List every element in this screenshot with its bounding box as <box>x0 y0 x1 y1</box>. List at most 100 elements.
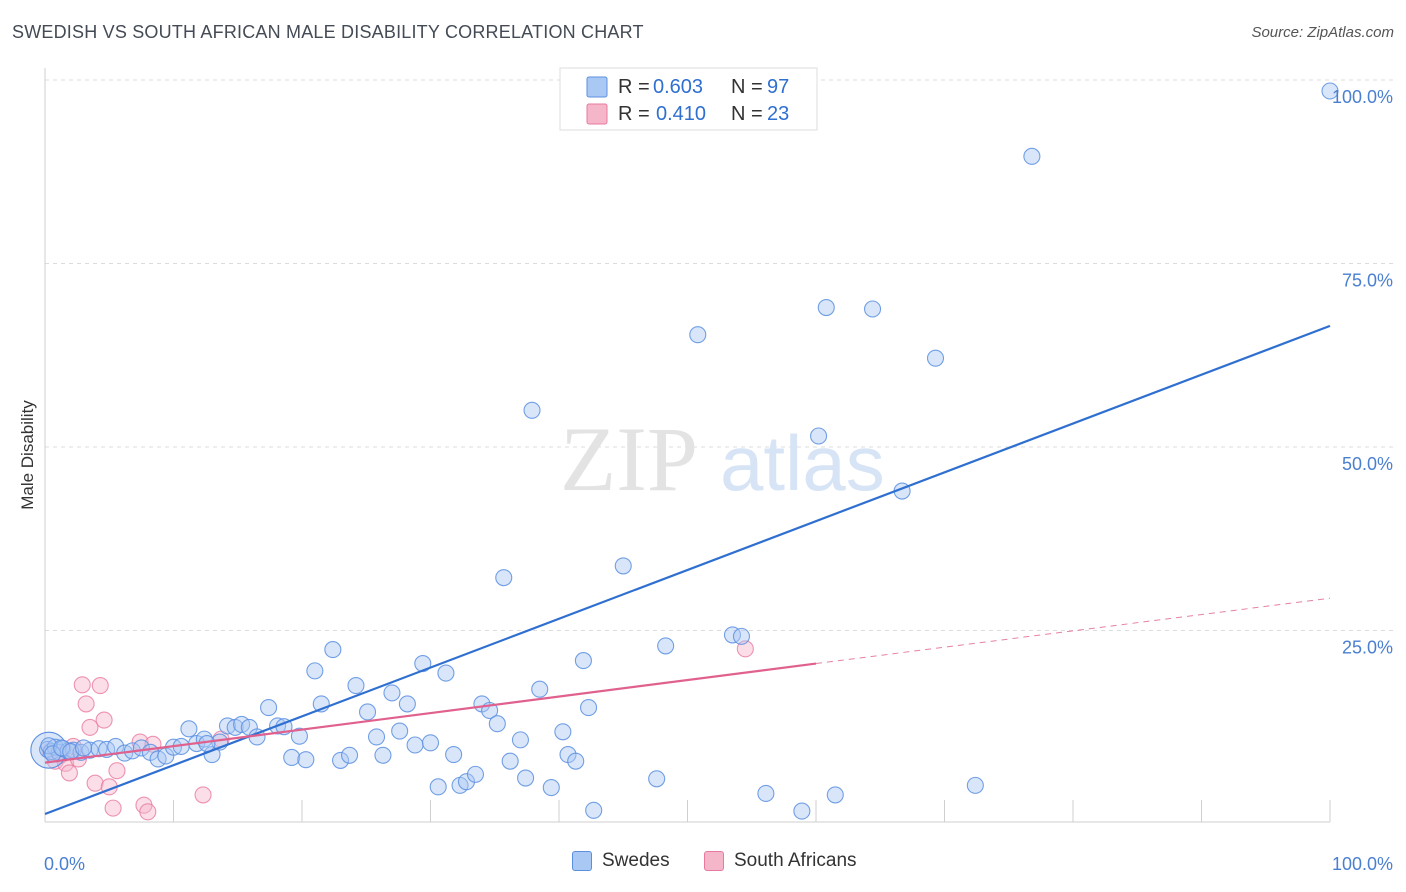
data-point-swedes <box>306 662 324 680</box>
data-point-swedes <box>723 626 742 644</box>
data-point-swedes <box>340 746 359 764</box>
data-point-swedes <box>81 741 99 759</box>
y-tick-label: 75.0% <box>1342 271 1393 291</box>
data-point-swedes <box>260 699 278 717</box>
chart-title: SWEDISH VS SOUTH AFRICAN MALE DISABILITY… <box>12 22 644 42</box>
tick-labels: 25.0% 50.0% 75.0% 100.0% 0.0% 100.0% <box>44 87 1393 874</box>
data-point-swedes <box>347 676 365 695</box>
data-point-swedes <box>398 695 416 713</box>
data-point-swedes <box>810 427 828 445</box>
bottom-legend-swatch-south-africans <box>704 851 724 871</box>
axes <box>44 68 1331 823</box>
data-point-south-africans <box>194 786 212 804</box>
data-point-swedes <box>488 715 506 733</box>
data-point-swedes <box>457 773 476 791</box>
data-point-swedes <box>437 664 455 682</box>
y-tick-label: 25.0% <box>1342 638 1393 658</box>
data-point-swedes <box>40 737 58 755</box>
legend-r-label-swedes: R = <box>618 76 650 98</box>
data-point-south-africans <box>95 711 113 729</box>
data-point-south-africans <box>108 762 126 780</box>
legend-n-value-south-africans: 23 <box>767 103 789 125</box>
data-point-swedes <box>511 731 530 749</box>
watermark-atlas: atlas <box>720 419 885 507</box>
data-point-swedes <box>421 734 440 752</box>
data-point-south-africans <box>60 764 78 782</box>
bottom-legend-label-south-africans: South Africans <box>734 850 857 871</box>
data-point-swedes <box>445 745 463 764</box>
data-point-swedes <box>466 765 485 783</box>
data-point-swedes <box>297 751 315 769</box>
data-point-south-africans <box>86 774 104 792</box>
data-point-south-africans <box>104 799 122 817</box>
data-point-south-africans <box>139 803 157 821</box>
grid <box>45 79 1395 631</box>
data-point-swedes <box>1321 82 1339 100</box>
data-point-swedes <box>406 736 424 754</box>
bottom-legend: Swedes South Africans <box>0 850 1406 880</box>
data-point-south-africans <box>91 676 109 695</box>
trend-line-south-africans <box>44 662 817 764</box>
legend-n-label-swedes: N = <box>731 76 763 98</box>
legend-swatch-swedes <box>586 76 608 98</box>
legend-r-value-south-africans: 0.410 <box>656 103 706 125</box>
bottom-legend-swatch-swedes <box>572 851 592 871</box>
trend-line-south-africans-extension <box>815 597 1331 665</box>
legend-n-value-swedes: 97 <box>767 76 789 98</box>
data-point-south-africans <box>81 718 99 736</box>
data-point-swedes <box>283 748 301 767</box>
watermark-zip: ZIP <box>560 408 698 510</box>
data-point-swedes <box>358 703 377 721</box>
data-point-swedes <box>374 746 392 764</box>
data-point-swedes <box>429 778 447 796</box>
data-point-south-africans <box>73 676 91 694</box>
data-point-swedes <box>75 739 93 757</box>
data-point-swedes <box>531 680 549 698</box>
data-point-swedes <box>53 739 71 757</box>
data-point-swedes <box>648 770 666 788</box>
data-point-swedes <box>817 298 835 317</box>
data-point-swedes <box>517 769 535 787</box>
data-point-swedes <box>689 326 707 344</box>
data-point-swedes <box>966 776 984 794</box>
data-point-swedes <box>580 699 598 717</box>
data-point-swedes <box>793 802 811 820</box>
legend-n-label-south-africans: N = <box>731 103 763 125</box>
data-point-swedes <box>324 641 342 659</box>
data-point-swedes <box>367 728 386 746</box>
data-point-swedes <box>331 751 350 769</box>
trend-lines <box>44 324 1331 816</box>
bottom-legend-south-africans[interactable]: South Africans <box>704 850 857 872</box>
data-point-swedes <box>732 627 751 645</box>
x-tick-label: 100.0% <box>1332 854 1393 874</box>
data-point-swedes <box>383 684 401 702</box>
data-point-swedes <box>290 727 308 745</box>
legend-top: R = 0.603 N = 97 R = 0.410 N = 23 <box>559 67 818 131</box>
data-point-south-africans <box>77 695 95 713</box>
legend-r-value-swedes: 0.603 <box>653 76 703 98</box>
legend-r-label-south-africans: R = <box>618 103 650 125</box>
y-tick-label: 100.0% <box>1332 87 1393 107</box>
data-point-swedes <box>554 723 572 741</box>
data-point-swedes <box>585 801 603 819</box>
data-point-swedes <box>523 401 541 419</box>
data-point-swedes <box>501 752 519 770</box>
watermark: ZIP atlas <box>560 408 885 510</box>
legend-swatch-south-africans <box>586 103 608 125</box>
data-point-swedes <box>495 569 513 587</box>
data-point-swedes <box>1023 147 1041 165</box>
data-point-swedes <box>574 652 592 670</box>
data-point-swedes <box>391 722 409 740</box>
x-tick-label: 0.0% <box>44 854 85 874</box>
data-point-swedes <box>180 720 198 738</box>
data-point-swedes <box>614 557 632 575</box>
trend-line-swedes <box>44 324 1331 816</box>
bottom-legend-swedes[interactable]: Swedes <box>572 850 670 872</box>
data-point-swedes <box>542 779 560 797</box>
data-point-swedes <box>863 300 882 318</box>
data-point-swedes <box>567 752 585 770</box>
data-point-swedes <box>757 784 775 802</box>
data-point-swedes <box>826 786 844 804</box>
source-label: Source: ZipAtlas.com <box>1251 24 1394 41</box>
